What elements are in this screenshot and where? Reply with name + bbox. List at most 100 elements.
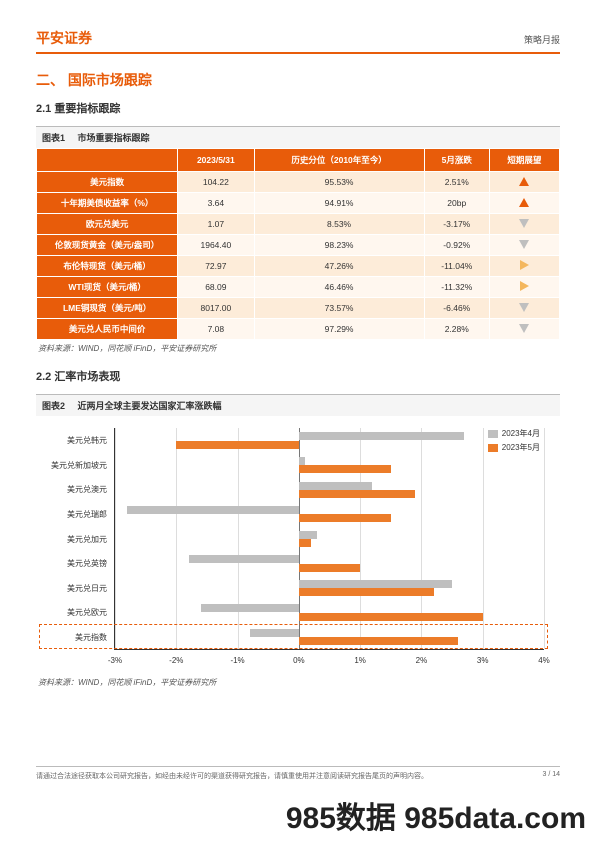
outlook-cell: [489, 193, 559, 214]
figure-1-label: 图表1: [42, 133, 65, 143]
x-axis-label: -2%: [169, 656, 183, 665]
bar-gray: [299, 482, 373, 490]
row-header: LME铜现货（美元/吨）: [37, 298, 178, 319]
category-label: 美元兑欧元: [39, 607, 111, 618]
table-row: 伦敦现货黄金（美元/盎司）1964.4098.23%-0.92%: [37, 235, 560, 256]
table-cell: -0.92%: [424, 235, 489, 256]
arrow-down-icon: [519, 240, 529, 249]
page-number: 3 / 14: [542, 771, 560, 781]
fx-bar-chart: 2023年4月 2023年5月 -3%-2%-1%0%1%2%3%4%美元兑韩元…: [114, 422, 544, 672]
bar-orange: [299, 588, 434, 596]
bar-orange: [299, 539, 311, 547]
row-header: 欧元兑美元: [37, 214, 178, 235]
table-cell: 73.57%: [254, 298, 424, 319]
bar-gray: [299, 580, 452, 588]
table-cell: 46.46%: [254, 277, 424, 298]
outlook-cell: [489, 256, 559, 277]
outlook-cell: [489, 172, 559, 193]
bar-orange: [299, 465, 391, 473]
table-cell: 104.22: [178, 172, 254, 193]
gridline: [176, 428, 177, 649]
arrow-up-icon: [519, 198, 529, 207]
table-row: 美元指数104.2295.53%2.51%: [37, 172, 560, 193]
figure-2-source: 资料来源：WIND，同花顺 iFinD，平安证券研究所: [38, 677, 560, 688]
row-header: WTI现货（美元/桶）: [37, 277, 178, 298]
outlook-cell: [489, 298, 559, 319]
table-cell: 94.91%: [254, 193, 424, 214]
table-cell: 2.51%: [424, 172, 489, 193]
table-cell: -3.17%: [424, 214, 489, 235]
highlight-box: [39, 624, 548, 649]
bar-orange: [176, 441, 299, 449]
arrow-down-icon: [519, 324, 529, 333]
table-cell: 1964.40: [178, 235, 254, 256]
table-header: 短期展望: [489, 149, 559, 172]
table-cell: 47.26%: [254, 256, 424, 277]
table-row: 十年期美债收益率（%）3.6494.91%20bp: [37, 193, 560, 214]
bar-orange: [299, 613, 483, 621]
outlook-cell: [489, 277, 559, 298]
table-cell: 8.53%: [254, 214, 424, 235]
figure-1-title: 市场重要指标跟踪: [78, 133, 150, 143]
table-cell: 20bp: [424, 193, 489, 214]
table-row: 美元兑人民币中间价7.0897.29%2.28%: [37, 319, 560, 340]
bar-gray: [189, 555, 299, 563]
table-row: LME铜现货（美元/吨）8017.0073.57%-6.46%: [37, 298, 560, 319]
x-axis-label: 3%: [477, 656, 489, 665]
gridline: [238, 428, 239, 649]
x-axis-label: -3%: [108, 656, 122, 665]
report-type: 策略月报: [524, 33, 560, 46]
watermark: 985数据 985data.com: [286, 793, 586, 837]
subsection-2-title: 2.2 汇率市场表现: [36, 368, 560, 384]
table-cell: 72.97: [178, 256, 254, 277]
row-header: 布伦特现货（美元/桶）: [37, 256, 178, 277]
figure-2-caption: 图表2 近两月全球主要发达国家汇率涨跌幅: [36, 394, 560, 416]
x-axis-label: 1%: [354, 656, 366, 665]
figure-2-label: 图表2: [42, 401, 65, 411]
bar-gray: [127, 506, 299, 514]
section-title: 二、 国际市场跟踪: [36, 70, 560, 90]
category-label: 美元兑澳元: [39, 484, 111, 495]
category-label: 美元兑日元: [39, 583, 111, 594]
row-header: 美元兑人民币中间价: [37, 319, 178, 340]
table-cell: 97.29%: [254, 319, 424, 340]
table-cell: 3.64: [178, 193, 254, 214]
table-header: 2023/5/31: [178, 149, 254, 172]
category-label: 美元兑英镑: [39, 558, 111, 569]
category-label: 美元兑新加坡元: [39, 460, 111, 471]
arrow-down-icon: [519, 303, 529, 312]
table-cell: -11.32%: [424, 277, 489, 298]
figure-1-source: 资料来源：WIND，同花顺 iFinD，平安证券研究所: [38, 343, 560, 354]
bar-orange: [299, 490, 415, 498]
category-label: 美元兑瑞郎: [39, 509, 111, 520]
footer-disclaimer: 请通过合法途径获取本公司研究报告，如经由未经许可的渠道获得研究报告，请慎重使用并…: [36, 771, 428, 781]
gridline: [483, 428, 484, 649]
row-header: 伦敦现货黄金（美元/盎司）: [37, 235, 178, 256]
arrow-down-icon: [519, 219, 529, 228]
row-header: 十年期美债收益率（%）: [37, 193, 178, 214]
outlook-cell: [489, 319, 559, 340]
indicators-table: 2023/5/31历史分位（2010年至今）5月涨跌短期展望 美元指数104.2…: [36, 148, 560, 340]
figure-1-caption: 图表1 市场重要指标跟踪: [36, 126, 560, 148]
arrow-right-icon: [520, 281, 529, 291]
outlook-cell: [489, 235, 559, 256]
x-axis-label: 4%: [538, 656, 550, 665]
table-header: 历史分位（2010年至今）: [254, 149, 424, 172]
table-cell: 7.08: [178, 319, 254, 340]
bar-orange: [299, 514, 391, 522]
table-row: 欧元兑美元1.078.53%-3.17%: [37, 214, 560, 235]
bar-gray: [299, 457, 305, 465]
category-label: 美元兑韩元: [39, 435, 111, 446]
gridline: [115, 428, 116, 649]
row-header: 美元指数: [37, 172, 178, 193]
brand: 平安证券: [36, 28, 92, 48]
table-cell: -6.46%: [424, 298, 489, 319]
figure-2-title: 近两月全球主要发达国家汇率涨跌幅: [78, 401, 222, 411]
table-header: 5月涨跌: [424, 149, 489, 172]
table-cell: 98.23%: [254, 235, 424, 256]
table-row: WTI现货（美元/桶）68.0946.46%-11.32%: [37, 277, 560, 298]
x-axis-label: -1%: [230, 656, 244, 665]
table-row: 布伦特现货（美元/桶）72.9747.26%-11.04%: [37, 256, 560, 277]
table-cell: -11.04%: [424, 256, 489, 277]
table-cell: 95.53%: [254, 172, 424, 193]
